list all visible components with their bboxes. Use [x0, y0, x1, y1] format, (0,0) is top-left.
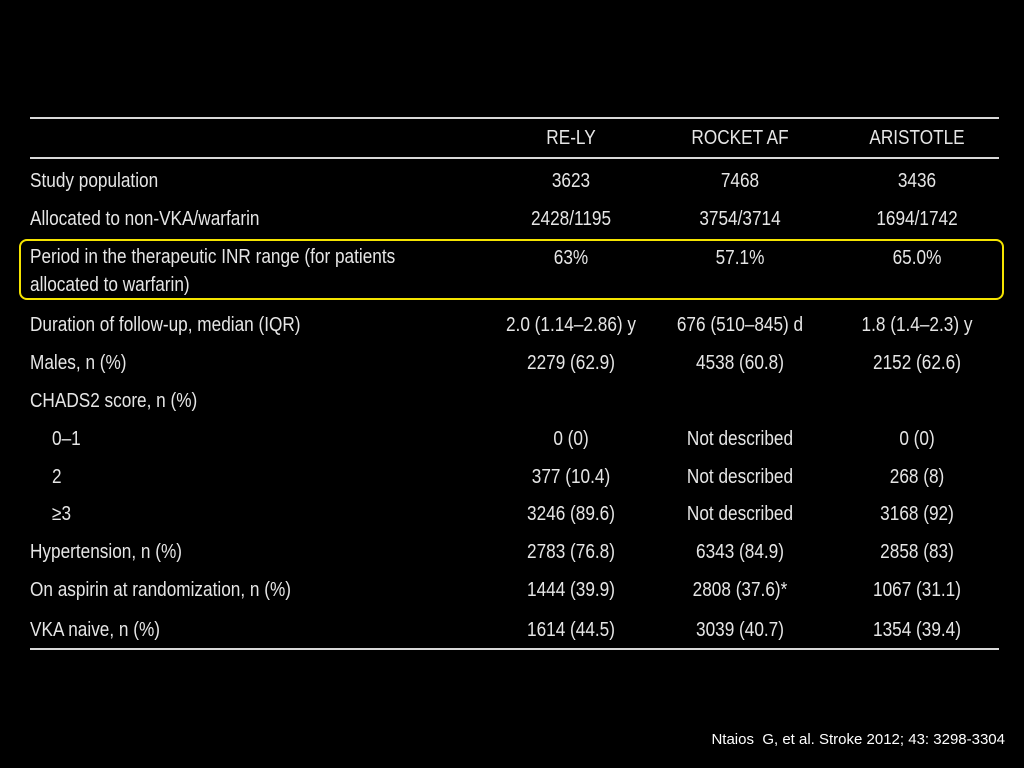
table-cell: 3246 (89.6)	[527, 503, 615, 525]
table-cell: 6343 (84.9)	[696, 541, 784, 563]
row-label-study-population: Study population	[30, 170, 159, 192]
table-cell: 1067 (31.1)	[873, 579, 961, 601]
table-cell: 2858 (83)	[880, 541, 954, 563]
table-cell: 0 (0)	[899, 428, 935, 450]
table-bottom-rule	[30, 648, 999, 650]
table-cell: 3623	[551, 170, 591, 192]
table-cell: 2.0 (1.14–2.86) y	[505, 314, 637, 336]
table-cell: 1.8 (1.4–2.3) y	[861, 314, 973, 336]
table-cell: 3168 (92)	[880, 503, 954, 525]
table-cell: 2279 (62.9)	[527, 352, 615, 374]
table-cell: 0 (0)	[553, 428, 589, 450]
table-cell: 268 (8)	[889, 466, 945, 488]
table-cell: 2783 (76.8)	[527, 541, 615, 563]
table-cell: Not described	[686, 466, 794, 488]
highlight-box	[19, 239, 1004, 300]
column-header-aristotle: ARISTOTLE	[869, 127, 965, 149]
table-cell: 1614 (44.5)	[527, 619, 615, 641]
column-header-rocket-af: ROCKET AF	[691, 127, 789, 149]
row-label-follow-up: Duration of follow-up, median (IQR)	[30, 314, 301, 336]
table-cell: 377 (10.4)	[531, 466, 611, 488]
row-label-chads2: CHADS2 score, n (%)	[30, 390, 198, 412]
table-cell: 1444 (39.9)	[527, 579, 615, 601]
column-header-rely: RE-LY	[546, 127, 596, 149]
table-cell: 3039 (40.7)	[696, 619, 784, 641]
citation: Ntaios G, et al. Stroke 2012; 43: 3298-3…	[711, 731, 1005, 748]
table-cell: 3754/3714	[699, 208, 781, 230]
row-label-hypertension: Hypertension, n (%)	[30, 541, 183, 563]
table-cell: 57.1%	[715, 247, 765, 269]
table-cell: 2808 (37.6)*	[692, 579, 788, 601]
table-cell: Not described	[686, 503, 794, 525]
row-label-allocated: Allocated to non-VKA/warfarin	[30, 208, 260, 230]
table-cell: 7468	[720, 170, 760, 192]
table-cell: Not described	[686, 428, 794, 450]
table-cell: 65.0%	[892, 247, 942, 269]
table-header-rule	[30, 157, 999, 159]
table-cell: 676 (510–845) d	[676, 314, 804, 336]
row-label-chads2-2: 2	[52, 466, 62, 488]
table-cell: 2428/1195	[530, 208, 612, 230]
table-cell: 63%	[553, 247, 589, 269]
row-label-males: Males, n (%)	[30, 352, 127, 374]
row-label-aspirin: On aspirin at randomization, n (%)	[30, 579, 291, 601]
table-cell: 1354 (39.4)	[873, 619, 961, 641]
table-cell: 1694/1742	[876, 208, 958, 230]
row-label-inr-range: Period in the therapeutic INR range (for…	[30, 246, 396, 296]
row-label-chads2-0-1: 0–1	[52, 428, 81, 450]
table-cell: 4538 (60.8)	[696, 352, 784, 374]
row-label-chads2-3plus: ≥3	[52, 503, 72, 525]
table-top-rule	[30, 117, 999, 119]
row-label-vka-naive: VKA naive, n (%)	[30, 619, 161, 641]
table-cell: 3436	[897, 170, 937, 192]
table-cell: 2152 (62.6)	[873, 352, 961, 374]
